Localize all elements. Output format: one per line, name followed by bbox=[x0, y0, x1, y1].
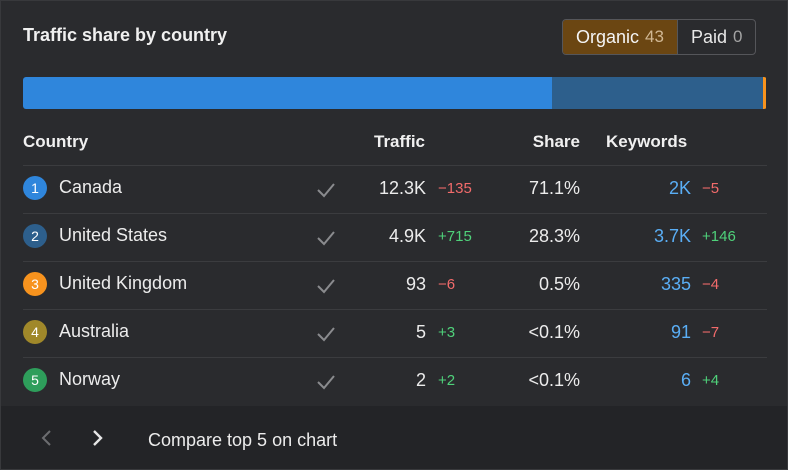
keywords-value[interactable]: 3.7K bbox=[653, 226, 691, 246]
traffic-value: 93 bbox=[405, 274, 426, 294]
check-icon[interactable] bbox=[315, 179, 337, 201]
traffic-delta: −6 bbox=[438, 276, 456, 293]
share-bar-segment[interactable] bbox=[23, 77, 552, 109]
widget-footer: Compare top 5 on chart bbox=[1, 406, 787, 469]
chevron-right-icon[interactable] bbox=[87, 428, 107, 448]
share-value: 0.5% bbox=[538, 274, 580, 294]
table-header: Country Traffic Share Keywords bbox=[23, 132, 767, 164]
country-name[interactable]: United Kingdom bbox=[59, 273, 188, 293]
keywords-value[interactable]: 2K bbox=[668, 178, 691, 198]
share-bar-segment[interactable] bbox=[551, 77, 763, 109]
check-icon[interactable] bbox=[315, 323, 337, 345]
traffic-delta: +715 bbox=[438, 228, 472, 245]
paid-tab[interactable]: Paid 0 bbox=[676, 20, 755, 54]
keywords-delta: +4 bbox=[702, 372, 720, 389]
share-value: 71.1% bbox=[528, 178, 580, 198]
header-country: Country bbox=[23, 132, 89, 151]
paid-label: Paid bbox=[690, 26, 727, 47]
keywords-delta: −5 bbox=[702, 180, 720, 197]
check-icon[interactable] bbox=[315, 227, 337, 249]
check-icon[interactable] bbox=[315, 371, 337, 393]
chevron-left-icon[interactable] bbox=[37, 428, 57, 448]
paid-count: 0 bbox=[732, 27, 743, 46]
organic-label: Organic bbox=[576, 26, 640, 47]
rank-badge: 3 bbox=[23, 272, 47, 296]
widget-title: Traffic share by country bbox=[23, 25, 228, 45]
keywords-delta: −7 bbox=[702, 324, 720, 341]
share-value: <0.1% bbox=[528, 322, 580, 342]
organic-tab[interactable]: Organic 43 bbox=[563, 20, 677, 54]
keywords-delta: −4 bbox=[702, 276, 720, 293]
traffic-delta: −135 bbox=[438, 180, 472, 197]
rank-badge: 5 bbox=[23, 368, 47, 392]
header-share[interactable]: Share bbox=[532, 132, 580, 151]
country-name[interactable]: Norway bbox=[59, 369, 121, 389]
table-row: 4 Australia 5 +3 <0.1% 91 −7 bbox=[23, 309, 767, 357]
traffic-value: 5 bbox=[415, 322, 426, 342]
organic-count: 43 bbox=[645, 27, 664, 46]
keywords-value[interactable]: 335 bbox=[660, 274, 691, 294]
country-table: 1 Canada 12.3K −135 71.1% 2K −5 2 United States 4… bbox=[23, 165, 767, 405]
table-row: 1 Canada 12.3K −135 71.1% 2K −5 bbox=[23, 165, 767, 213]
country-name[interactable]: United States bbox=[59, 225, 168, 245]
traffic-value: 12.3K bbox=[378, 178, 426, 198]
traffic-share-bar bbox=[23, 77, 767, 109]
country-name[interactable]: Australia bbox=[59, 321, 130, 341]
traffic-value: 2 bbox=[415, 370, 426, 390]
header-traffic[interactable]: Traffic bbox=[374, 132, 426, 151]
traffic-value: 4.9K bbox=[388, 226, 426, 246]
country-name[interactable]: Canada bbox=[59, 177, 123, 197]
table-row: 5 Norway 2 +2 <0.1% 6 +4 bbox=[23, 357, 767, 405]
traffic-delta: +3 bbox=[438, 324, 456, 341]
compare-top5-link[interactable]: Compare top 5 on chart bbox=[148, 430, 338, 450]
traffic-delta: +2 bbox=[438, 372, 456, 389]
organic-paid-toggle: Organic 43 Paid 0 bbox=[562, 19, 757, 55]
check-icon[interactable] bbox=[315, 275, 337, 297]
share-value: <0.1% bbox=[528, 370, 580, 390]
keywords-delta: +146 bbox=[702, 228, 736, 245]
table-row: 3 United Kingdom 93 −6 0.5% 335 −4 bbox=[23, 261, 767, 309]
table-row: 2 United States 4.9K +715 28.3% 3.7K +146 bbox=[23, 213, 767, 261]
keywords-value[interactable]: 6 bbox=[680, 370, 691, 390]
rank-badge: 4 bbox=[23, 320, 47, 344]
keywords-value[interactable]: 91 bbox=[670, 322, 691, 342]
header-keywords[interactable]: Keywords bbox=[606, 132, 688, 151]
rank-badge: 2 bbox=[23, 224, 47, 248]
rank-badge: 1 bbox=[23, 176, 47, 200]
share-bar-segment[interactable] bbox=[762, 77, 767, 109]
share-value: 28.3% bbox=[528, 226, 580, 246]
